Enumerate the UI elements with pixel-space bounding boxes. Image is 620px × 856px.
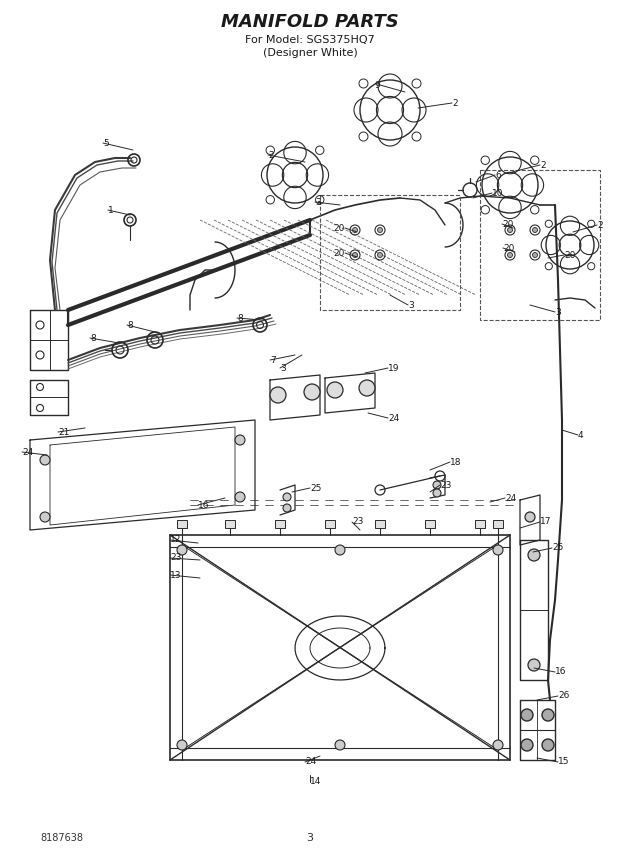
Text: 23: 23 xyxy=(440,480,451,490)
Bar xyxy=(493,520,503,528)
Bar xyxy=(325,520,335,528)
Text: 19: 19 xyxy=(388,364,399,372)
Circle shape xyxy=(521,739,533,751)
Text: 3: 3 xyxy=(315,198,321,206)
Circle shape xyxy=(493,740,503,750)
Circle shape xyxy=(283,493,291,501)
Circle shape xyxy=(521,709,533,721)
Bar xyxy=(177,520,187,528)
Bar xyxy=(425,520,435,528)
Text: 8: 8 xyxy=(127,320,133,330)
Text: 25: 25 xyxy=(310,484,321,492)
Text: 16: 16 xyxy=(555,668,567,676)
Circle shape xyxy=(493,545,503,555)
Text: 24: 24 xyxy=(305,758,316,766)
Text: 7: 7 xyxy=(270,355,276,365)
Text: 3: 3 xyxy=(306,833,314,843)
Circle shape xyxy=(353,253,358,258)
Text: 10: 10 xyxy=(492,188,503,198)
Text: For Model: SGS375HQ7: For Model: SGS375HQ7 xyxy=(245,35,375,45)
Text: 20: 20 xyxy=(564,251,575,259)
Text: 20: 20 xyxy=(502,219,513,229)
Circle shape xyxy=(528,549,540,561)
Circle shape xyxy=(283,504,291,512)
Circle shape xyxy=(235,492,245,502)
Bar xyxy=(475,520,485,528)
Circle shape xyxy=(525,512,535,522)
Circle shape xyxy=(533,253,538,258)
Text: 9: 9 xyxy=(374,80,380,90)
Text: 2: 2 xyxy=(597,221,603,229)
Bar xyxy=(375,520,385,528)
Text: 21: 21 xyxy=(58,427,69,437)
Text: 12: 12 xyxy=(170,536,182,544)
Bar xyxy=(225,520,235,528)
Text: 20: 20 xyxy=(334,223,345,233)
Circle shape xyxy=(433,489,441,497)
Text: 3: 3 xyxy=(280,364,286,372)
Circle shape xyxy=(508,228,513,233)
Text: 14: 14 xyxy=(310,777,321,787)
Circle shape xyxy=(177,740,187,750)
Text: 2: 2 xyxy=(268,151,273,159)
Text: 8187638: 8187638 xyxy=(40,833,83,843)
Text: 15: 15 xyxy=(558,758,570,766)
Text: 20: 20 xyxy=(334,248,345,258)
Text: 1: 1 xyxy=(108,205,113,215)
Text: 24: 24 xyxy=(505,494,516,502)
Circle shape xyxy=(177,545,187,555)
Text: 23: 23 xyxy=(352,518,363,526)
Circle shape xyxy=(508,253,513,258)
Text: 13: 13 xyxy=(170,570,182,580)
Text: 26: 26 xyxy=(558,692,569,700)
Text: 25: 25 xyxy=(552,544,564,552)
Circle shape xyxy=(327,382,343,398)
Circle shape xyxy=(528,659,540,671)
Text: 23: 23 xyxy=(170,554,182,562)
Circle shape xyxy=(378,253,383,258)
Circle shape xyxy=(335,740,345,750)
Circle shape xyxy=(40,455,50,465)
Circle shape xyxy=(542,739,554,751)
Text: 2: 2 xyxy=(540,161,546,169)
Text: 4: 4 xyxy=(578,431,583,439)
Circle shape xyxy=(542,709,554,721)
Text: 8: 8 xyxy=(90,334,95,342)
Circle shape xyxy=(270,387,286,403)
Circle shape xyxy=(304,384,320,400)
Text: (Designer White): (Designer White) xyxy=(263,48,357,58)
Circle shape xyxy=(335,545,345,555)
Text: 6: 6 xyxy=(495,170,501,180)
Bar xyxy=(275,520,285,528)
Text: 20: 20 xyxy=(503,243,515,253)
Text: 5: 5 xyxy=(103,139,108,147)
Circle shape xyxy=(433,481,441,489)
Text: 3: 3 xyxy=(408,300,414,310)
Circle shape xyxy=(235,435,245,445)
Text: MANIFOLD PARTS: MANIFOLD PARTS xyxy=(221,13,399,31)
Text: 16: 16 xyxy=(198,501,210,509)
Text: 18: 18 xyxy=(450,457,461,467)
Circle shape xyxy=(353,228,358,233)
Text: 3: 3 xyxy=(555,307,560,317)
Circle shape xyxy=(40,512,50,522)
Text: 17: 17 xyxy=(540,518,552,526)
Text: 2: 2 xyxy=(452,98,458,108)
Text: 24: 24 xyxy=(22,448,33,456)
Circle shape xyxy=(359,380,375,396)
Text: 24: 24 xyxy=(388,413,399,423)
Text: 8: 8 xyxy=(237,313,243,323)
Circle shape xyxy=(378,228,383,233)
Circle shape xyxy=(533,228,538,233)
